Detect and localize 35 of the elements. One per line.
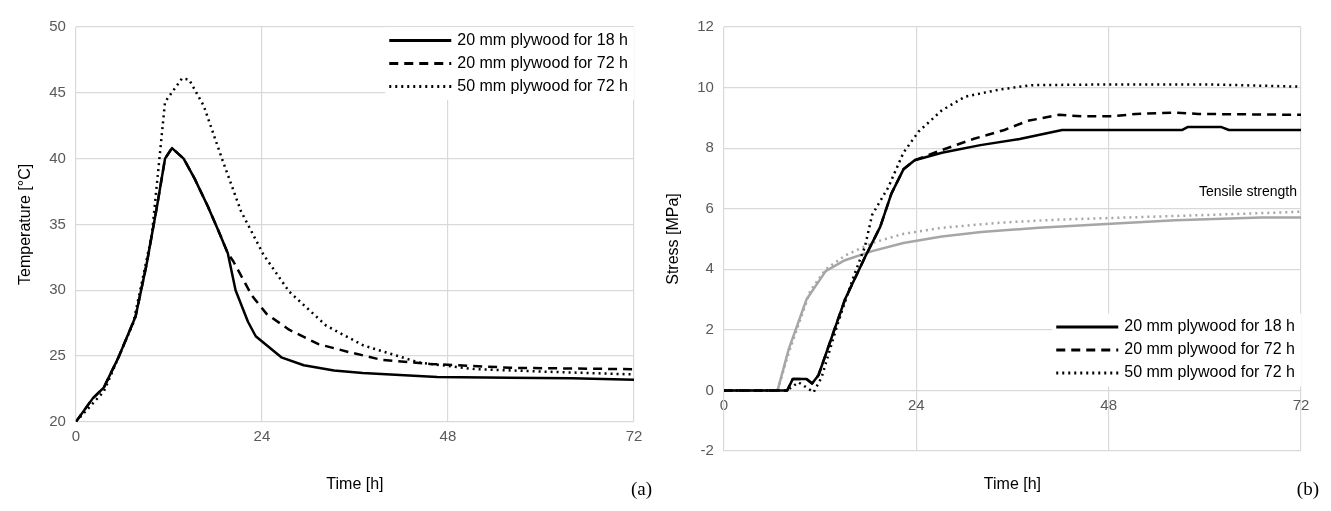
x-tick-label: 72 <box>1292 395 1310 413</box>
y-tick-label: 50 <box>49 17 66 35</box>
y-tick-label: 25 <box>49 346 66 364</box>
y-tick-label: 40 <box>49 148 66 166</box>
x-axis-title: Time [h] <box>983 475 1042 492</box>
y-tick-label: 6 <box>705 198 714 216</box>
y-tick-label: 2 <box>705 320 714 337</box>
y-tick-label: 12 <box>697 17 714 35</box>
y-axis-title: Temperature [°C] <box>16 163 34 285</box>
y-axis-title: Stress [MPa] <box>664 193 682 285</box>
legend-label: 20 mm plywood for 72 h <box>457 53 628 71</box>
y-tick-label: -2 <box>700 441 714 459</box>
x-tick-label: 0 <box>71 426 81 444</box>
y-tick-label: 45 <box>49 82 66 100</box>
legend-label: 20 mm plywood for 18 h <box>457 30 628 48</box>
x-tick-label: 24 <box>253 426 271 444</box>
x-tick-label: 48 <box>1100 395 1117 413</box>
legend-label: 50 mm plywood for 72 h <box>457 76 628 94</box>
x-tick-label: 72 <box>625 426 643 444</box>
y-tick-label: 30 <box>49 280 66 298</box>
y-tick-label: 4 <box>705 259 714 277</box>
legend-label: 50 mm plywood for 72 h <box>1124 363 1295 381</box>
x-tick-label: 24 <box>907 395 925 413</box>
legend-label: 20 mm plywood for 72 h <box>1124 340 1295 358</box>
x-tick-label: 48 <box>439 426 457 444</box>
y-tick-label: 10 <box>697 77 714 95</box>
text: (b) <box>1296 478 1319 500</box>
y-tick-label: 20 <box>49 411 66 429</box>
x-axis-title: Time [h] <box>326 475 384 492</box>
y-tick-label: 35 <box>49 214 66 232</box>
text: (a) <box>630 478 652 500</box>
annotation: Tensile strength <box>1198 183 1297 200</box>
legend-label: 20 mm plywood for 18 h <box>1124 317 1295 335</box>
y-tick-label: 0 <box>705 380 714 398</box>
y-tick-label: 8 <box>705 138 714 156</box>
